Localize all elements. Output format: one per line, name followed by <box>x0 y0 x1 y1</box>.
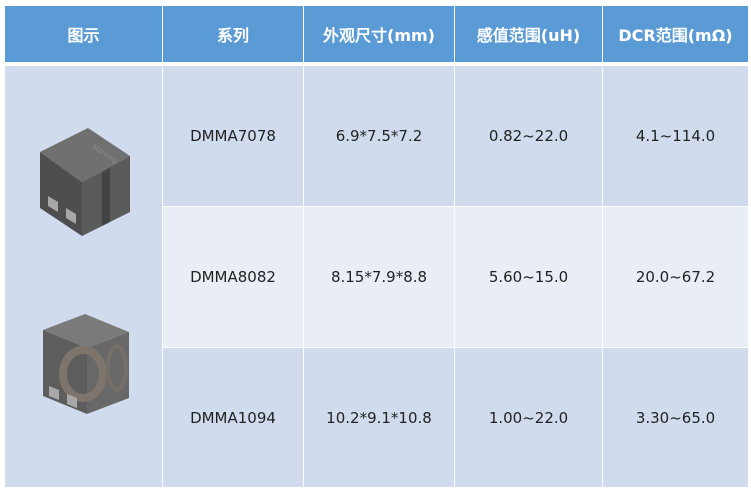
row-3-size: 10.2*9.1*10.8 <box>304 348 454 487</box>
row-1-size: 6.9*7.5*7.2 <box>304 66 454 206</box>
header-series: 系列 <box>163 6 303 62</box>
row-3-dcr: 3.30~65.0 <box>603 348 748 487</box>
header-dcr: DCR范围(mΩ) <box>603 6 748 62</box>
row-1-dcr: 4.1~114.0 <box>603 66 748 206</box>
row-2-inductance: 5.60~15.0 <box>455 207 602 347</box>
row-2-dcr: 20.0~67.2 <box>603 207 748 347</box>
row-3-inductance: 1.00~22.0 <box>455 348 602 487</box>
inductor-image-shielded: Marking <box>40 128 130 236</box>
header-size: 外观尺寸(mm) <box>304 6 454 62</box>
header-image: 图示 <box>5 6 162 62</box>
row-1-series: DMMA7078 <box>163 66 303 206</box>
inductor-image-unshielded <box>43 314 129 414</box>
row-2-size: 8.15*7.9*8.8 <box>304 207 454 347</box>
row-2-series: DMMA8082 <box>163 207 303 347</box>
header-inductance: 感值范围(uH) <box>455 6 602 62</box>
row-3-series: DMMA1094 <box>163 348 303 487</box>
row-1-inductance: 0.82~22.0 <box>455 66 602 206</box>
